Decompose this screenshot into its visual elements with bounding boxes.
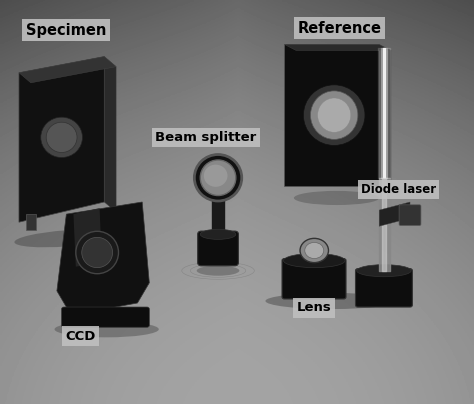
Text: Specimen: Specimen [26,23,106,38]
Ellipse shape [265,293,398,309]
Polygon shape [379,44,391,192]
Text: CCD: CCD [65,330,95,343]
FancyBboxPatch shape [282,259,346,299]
Ellipse shape [294,191,379,205]
Polygon shape [284,44,391,50]
Polygon shape [284,44,379,186]
Ellipse shape [356,265,411,277]
Polygon shape [19,57,116,83]
Text: Diode laser: Diode laser [361,183,436,196]
Text: Lens: Lens [297,301,331,314]
Ellipse shape [82,237,112,268]
Polygon shape [73,208,102,267]
Ellipse shape [76,231,118,274]
Ellipse shape [194,154,242,201]
Ellipse shape [283,254,345,268]
Ellipse shape [318,98,351,133]
Ellipse shape [204,165,228,187]
Ellipse shape [310,91,358,139]
Ellipse shape [41,117,82,158]
FancyBboxPatch shape [198,231,238,266]
Polygon shape [104,57,116,212]
FancyBboxPatch shape [356,269,412,307]
Ellipse shape [46,122,77,153]
Ellipse shape [305,242,324,259]
Polygon shape [19,57,104,222]
Ellipse shape [200,160,236,196]
FancyBboxPatch shape [399,205,421,225]
Text: Reference: Reference [297,21,381,36]
Text: Beam splitter: Beam splitter [155,131,256,144]
Ellipse shape [197,266,239,276]
Ellipse shape [303,85,365,145]
FancyBboxPatch shape [26,214,36,230]
Ellipse shape [300,238,328,263]
Polygon shape [379,202,410,226]
Polygon shape [57,202,149,315]
Ellipse shape [200,229,236,239]
Ellipse shape [14,229,118,247]
Ellipse shape [55,321,159,337]
FancyBboxPatch shape [62,307,149,327]
